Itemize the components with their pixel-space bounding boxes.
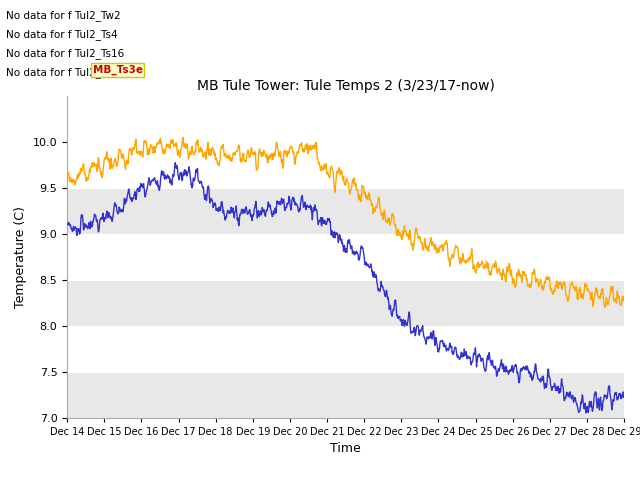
Bar [67, 280, 624, 326]
Y-axis label: Temperature (C): Temperature (C) [14, 206, 28, 308]
Text: No data for f Tul2_Ts4: No data for f Tul2_Ts4 [6, 29, 118, 40]
Bar [67, 188, 624, 234]
Bar [67, 234, 624, 280]
Text: No data for f Tul2_Ts30: No data for f Tul2_Ts30 [6, 67, 125, 78]
Text: MB_Ts3e: MB_Ts3e [93, 65, 143, 75]
X-axis label: Time: Time [330, 442, 361, 455]
Bar [67, 142, 624, 188]
Legend: Tul2_Ts-2, Tul2_Ts-8: Tul2_Ts-2, Tul2_Ts-8 [231, 479, 460, 480]
Text: No data for f Tul2_Ts16: No data for f Tul2_Ts16 [6, 48, 125, 59]
Bar [67, 326, 624, 372]
Text: No data for f Tul2_Tw2: No data for f Tul2_Tw2 [6, 10, 121, 21]
Bar [67, 372, 624, 418]
Title: MB Tule Tower: Tule Temps 2 (3/23/17-now): MB Tule Tower: Tule Temps 2 (3/23/17-now… [196, 80, 495, 94]
